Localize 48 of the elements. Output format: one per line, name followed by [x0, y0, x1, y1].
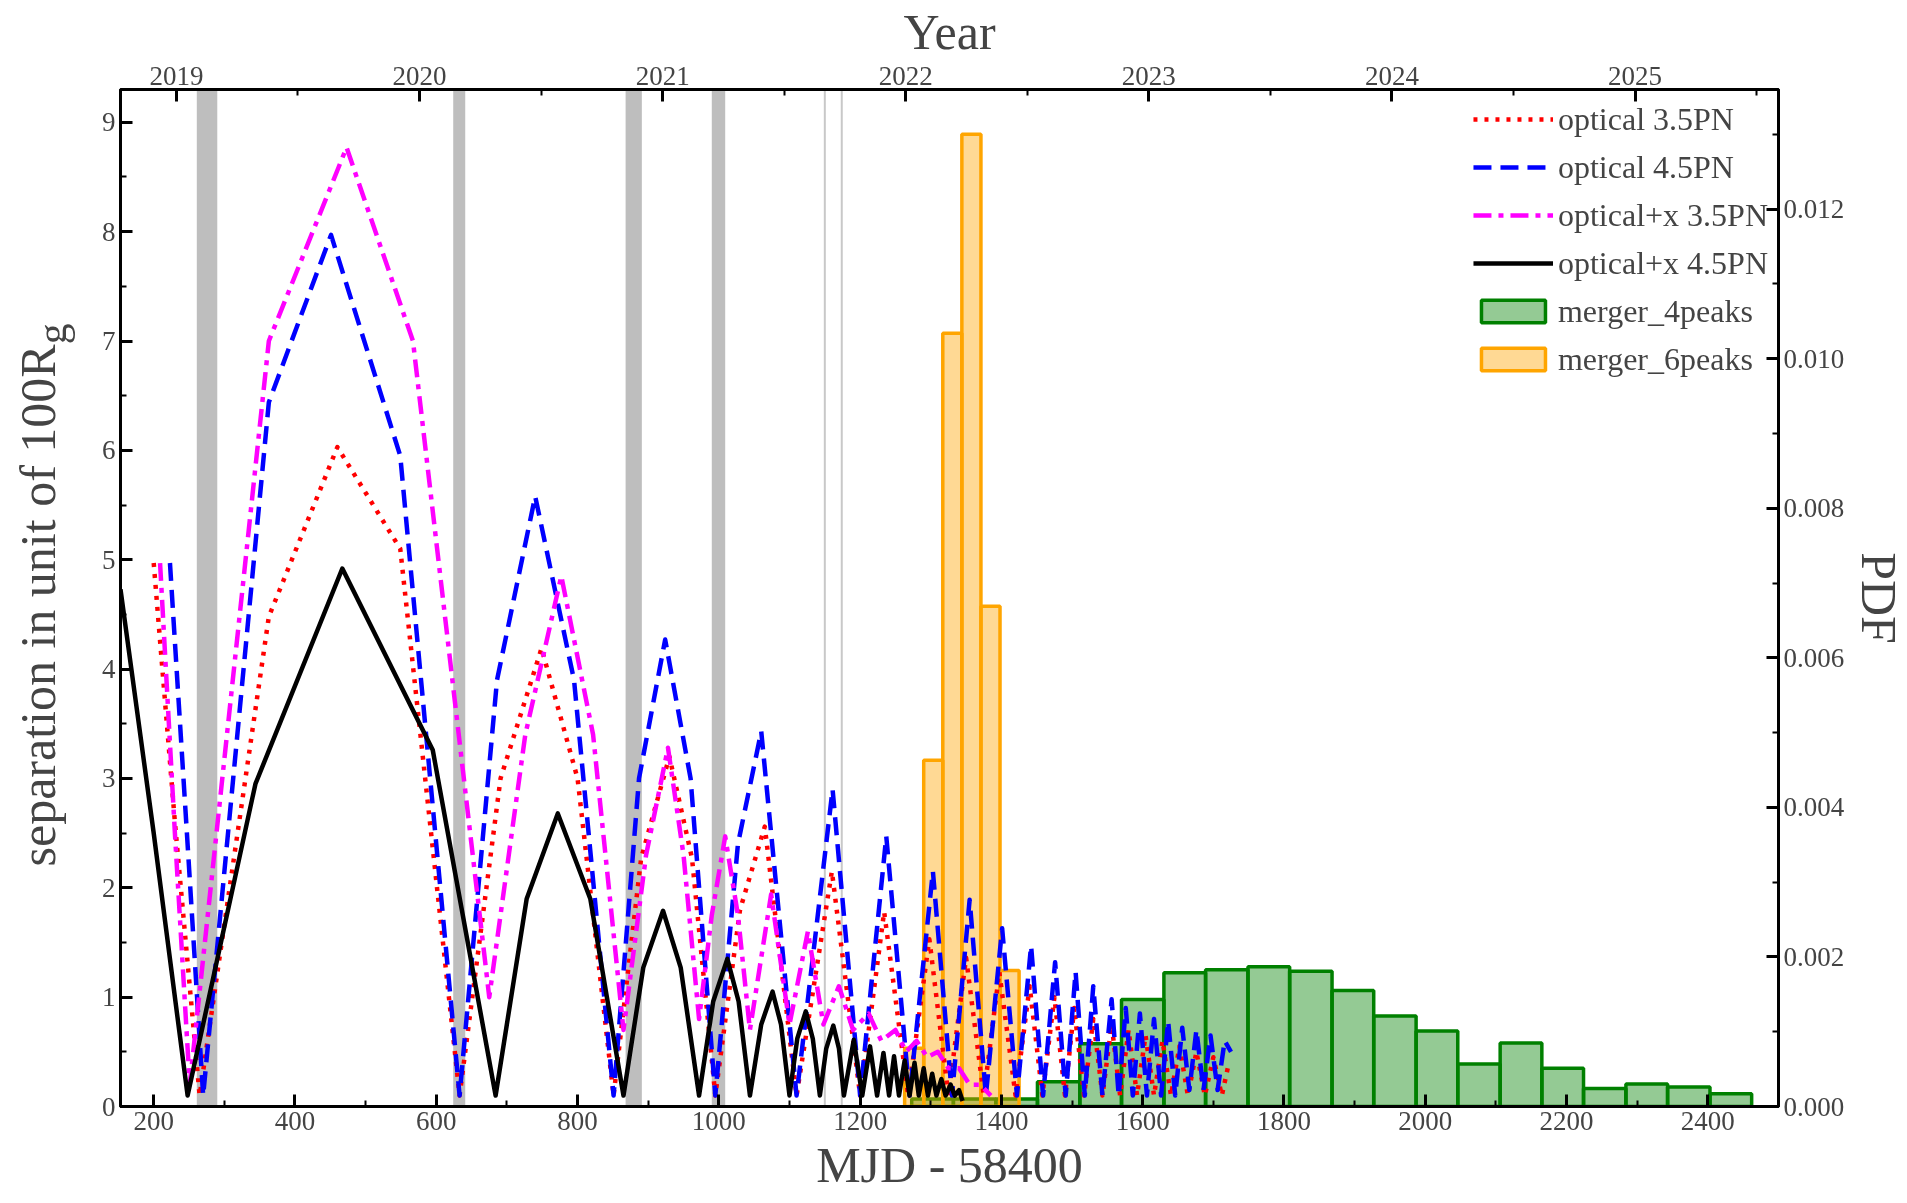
x-tick-label: 400: [274, 1105, 316, 1136]
x-tick-label: 2000: [1398, 1105, 1453, 1136]
line-series: [151, 444, 1232, 1098]
x-tick-label: 200: [133, 1105, 174, 1136]
x2-tick-label: 2022: [878, 60, 933, 91]
legend-label: optical+x 4.5PN: [1557, 243, 1768, 283]
y-tick-label: 3: [102, 763, 116, 794]
legend-label: optical 4.5PN: [1557, 147, 1734, 187]
x2-tick-label: 2023: [1121, 60, 1176, 91]
y-tick-label: 8: [102, 216, 116, 247]
line-series: [157, 145, 994, 1098]
y-tick-label: 4: [102, 654, 116, 685]
legend-label: merger_6peaks: [1557, 339, 1753, 379]
x2-tick-label: 2020: [392, 60, 447, 91]
y-tick-label: 5: [102, 544, 116, 575]
y-tick-label: 0: [102, 1091, 116, 1122]
y2-tick-label: 0.000: [1783, 1091, 1845, 1122]
line-series: [167, 232, 1234, 1098]
x-tick-label: 2200: [1539, 1105, 1594, 1136]
x2-axis-title: Year: [903, 3, 996, 60]
x-tick-label: 1000: [691, 1105, 746, 1136]
y-tick-label: 7: [102, 326, 116, 357]
legend-label: merger_4peaks: [1557, 291, 1753, 331]
legend-label: optical+x 3.5PN: [1557, 195, 1768, 235]
y-tick-label: 1: [102, 982, 116, 1013]
y2-axis-title: PDF: [1851, 552, 1907, 644]
y2-tick-label: 0.006: [1783, 642, 1845, 673]
x-axis-title: MJD - 58400: [816, 1136, 1083, 1193]
legend-label: optical 3.5PN: [1557, 99, 1734, 139]
x-tick-label: 600: [416, 1105, 457, 1136]
x2-tick-label: 2024: [1364, 60, 1420, 91]
x2-tick-label: 2025: [1608, 60, 1663, 91]
y-tick-label: 6: [102, 435, 116, 466]
y2-tick-label: 0.008: [1783, 493, 1845, 524]
x-tick-label: 2400: [1680, 1105, 1735, 1136]
y2-tick-label: 0.010: [1783, 343, 1845, 374]
y2-tick-label: 0.002: [1783, 941, 1845, 972]
x-tick-label: 800: [557, 1105, 598, 1136]
x-tick-label: 1800: [1257, 1105, 1311, 1136]
x2-tick-label: 2021: [635, 60, 690, 91]
y-tick-label: 9: [102, 107, 116, 138]
y2-tick-label: 0.004: [1783, 792, 1845, 823]
x-tick-label: 1600: [1115, 1105, 1170, 1136]
y-tick-label: 2: [102, 872, 116, 903]
x-tick-label: 1200: [833, 1105, 888, 1136]
y2-tick-label: 0.012: [1783, 194, 1845, 225]
x2-tick-label: 2019: [149, 60, 204, 91]
x-tick-label: 1400: [974, 1105, 1029, 1136]
